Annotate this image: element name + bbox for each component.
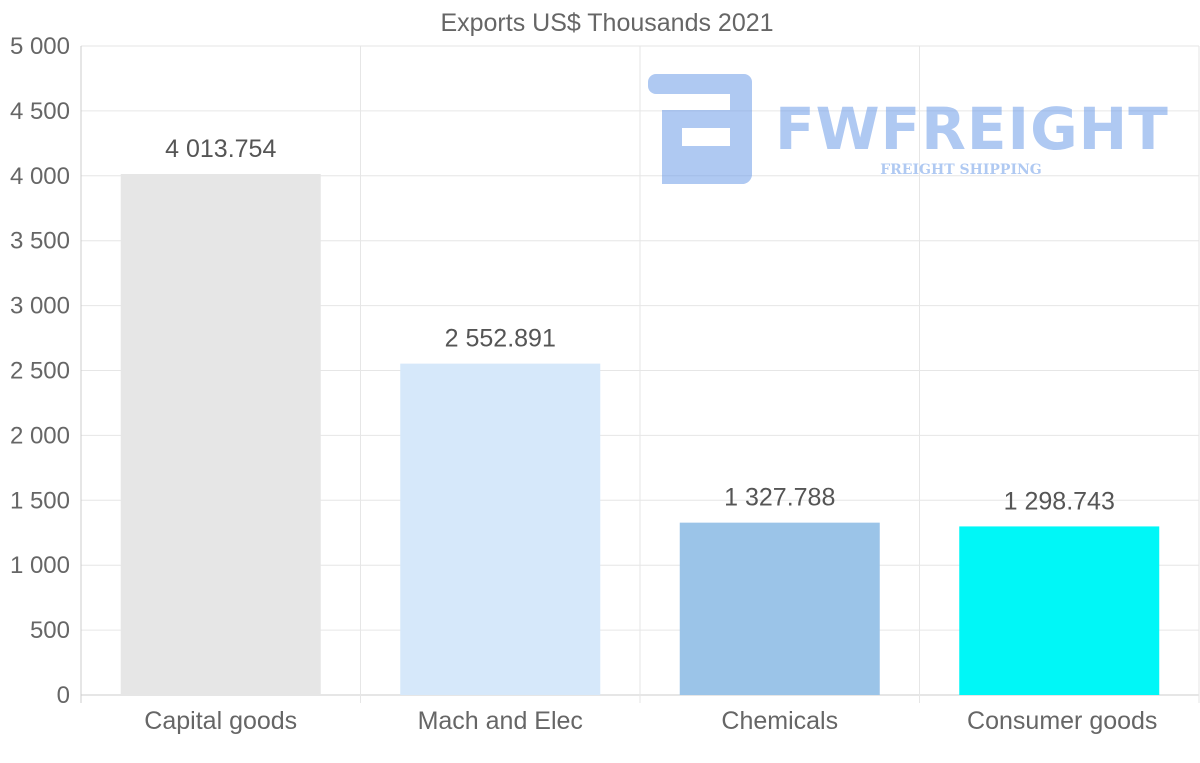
y-tick-label: 5 000 [10,33,70,60]
y-tick-label: 3 500 [10,228,70,255]
watermark-tagline: FREIGHT SHIPPING [880,162,1042,178]
bar [121,174,321,695]
bar-chart: Exports US$ Thousands 2021 0 500 1 000 1 50… [0,0,1200,763]
y-tick-label: 2 500 [10,358,70,385]
watermark-logo: FWFREIGHT FREIGHT SHIPPING [648,74,1169,184]
y-tick-label: 4 500 [10,98,70,125]
x-category-label: Capital goods [144,707,297,735]
bar-value-label: 1 298.743 [1004,487,1115,515]
y-tick-label: 2 000 [10,422,70,449]
x-category-label: Consumer goods [967,707,1157,735]
x-category-label: Chemicals [721,707,838,735]
y-tick-label: 500 [30,617,70,644]
bar [680,523,880,695]
y-tick-label: 1 000 [10,552,70,579]
fw-logo-icon [648,74,752,184]
bar-value-label: 2 552.891 [445,325,556,353]
chart-title: Exports US$ Thousands 2021 [440,9,773,37]
bar-value-label: 4 013.754 [165,135,276,163]
x-category-label: Mach and Elec [418,707,583,735]
bar [400,364,600,695]
x-axis-labels: Capital goods Mach and Elec Chemicals Consu… [144,707,1157,735]
y-tick-label: 4 000 [10,163,70,190]
bar [959,526,1159,695]
watermark-brand: FWFREIGHT [775,95,1169,163]
y-tick-label: 1 500 [10,487,70,514]
bar-value-label: 1 327.788 [724,484,835,512]
y-tick-label: 3 000 [10,293,70,320]
y-tick-label: 0 [57,682,70,709]
y-axis-ticks: 0 500 1 000 1 500 2 000 2 500 3 000 3 500 4 000 4… [10,33,70,709]
